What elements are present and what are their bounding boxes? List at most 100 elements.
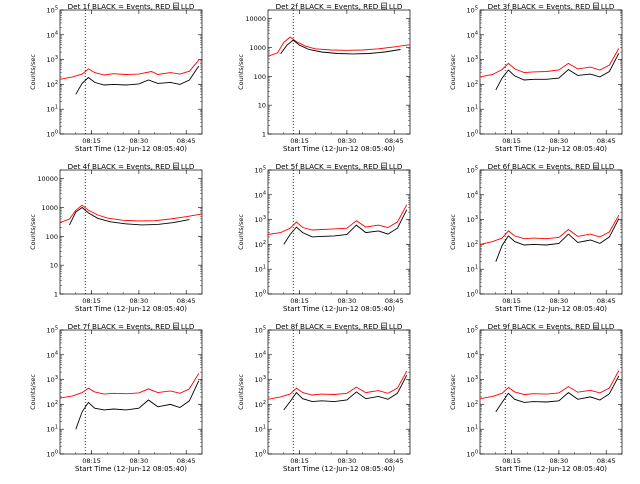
title-marker-box bbox=[173, 322, 179, 330]
y-tick-label: 102 bbox=[255, 400, 266, 409]
x-axis-label: Start Time (12-Jun-12 08:05:40) bbox=[495, 305, 607, 313]
y-tick-label: 105 bbox=[47, 6, 58, 15]
y-axis-label: Counts/sec bbox=[237, 374, 245, 410]
y-tick-label: 104 bbox=[467, 350, 478, 359]
x-axis-label: Start Time (12-Jun-12 08:05:40) bbox=[283, 305, 395, 313]
plot-frame bbox=[267, 329, 411, 455]
x-tick-label: 08:15 bbox=[290, 457, 309, 465]
y-tick-label: 105 bbox=[467, 166, 478, 175]
y-tick-label: 103 bbox=[255, 375, 266, 384]
plot-frame bbox=[479, 329, 623, 455]
x-axis-label: Start Time (12-Jun-12 08:05:40) bbox=[495, 465, 607, 473]
chart-panel-7: Det 7f BLACK = Events, RED = LLD 100 101 10… bbox=[29, 322, 203, 473]
chart-panel-5: Det 5f BLACK = Events, RED = LLD 100 101 10… bbox=[237, 162, 411, 313]
x-tick-label: 08:15 bbox=[82, 457, 101, 465]
y-tick-label: 105 bbox=[47, 326, 58, 335]
title-marker-box bbox=[593, 322, 599, 330]
series-line-black bbox=[69, 206, 190, 226]
title-marker-box bbox=[593, 162, 599, 170]
series-line-black bbox=[495, 375, 620, 413]
y-tick-label: 1 bbox=[262, 131, 266, 139]
series-line-black bbox=[283, 374, 408, 411]
x-tick-label: 08:15 bbox=[502, 137, 521, 145]
series-line-red bbox=[479, 214, 620, 245]
y-tick-label: 105 bbox=[255, 326, 266, 335]
y-axis-label: Counts/sec bbox=[29, 374, 37, 410]
chart-title: Det 2f BLACK = Events, RED = LLD bbox=[276, 2, 403, 11]
x-tick-label: 08:15 bbox=[290, 297, 309, 305]
chart-title: Det 8f BLACK = Events, RED = LLD bbox=[276, 322, 403, 331]
y-tick-label: 10000 bbox=[37, 175, 58, 183]
chart-title: Det 3f BLACK = Events, RED = LLD bbox=[488, 2, 615, 11]
x-tick-label: 08:30 bbox=[130, 457, 149, 465]
y-tick-label: 104 bbox=[47, 350, 58, 359]
chart-panel-8: Det 8f BLACK = Events, RED = LLD 100 101 10… bbox=[237, 322, 411, 473]
x-tick-label: 08:30 bbox=[550, 457, 569, 465]
x-axis-label: Start Time (12-Jun-12 08:05:40) bbox=[283, 145, 395, 153]
y-axis-label: Counts/sec bbox=[29, 54, 37, 90]
y-axis-label: Counts/sec bbox=[449, 214, 457, 250]
y-tick-label: 1 bbox=[54, 291, 58, 299]
x-tick-label: 08:30 bbox=[338, 457, 357, 465]
y-tick-label: 103 bbox=[467, 215, 478, 224]
x-tick-label: 08:15 bbox=[502, 457, 521, 465]
x-tick-label: 08:15 bbox=[82, 297, 101, 305]
x-tick-label: 08:45 bbox=[597, 297, 616, 305]
y-axis-label: Counts/sec bbox=[449, 374, 457, 410]
chart-panel-1: Det 1f BLACK = Events, RED = LLD 100 101 10… bbox=[29, 2, 203, 153]
y-tick-label: 102 bbox=[47, 400, 58, 409]
x-tick-label: 08:30 bbox=[550, 297, 569, 305]
chart-panel-3: Det 3f BLACK = Events, RED = LLD 100 101 10… bbox=[449, 2, 623, 153]
y-tick-label: 105 bbox=[467, 6, 478, 15]
x-axis-label: Start Time (12-Jun-12 08:05:40) bbox=[75, 305, 187, 313]
y-tick-label: 104 bbox=[255, 190, 266, 199]
plot-frame bbox=[479, 169, 623, 295]
y-tick-label: 101 bbox=[467, 265, 478, 274]
y-tick-label: 10000 bbox=[245, 15, 266, 23]
chart-panel-4: Det 4f BLACK = Events, RED = LLD 1 10 100 10… bbox=[29, 162, 203, 313]
plot-frame bbox=[479, 9, 623, 135]
series-line-black bbox=[280, 39, 401, 55]
y-tick-label: 101 bbox=[255, 425, 266, 434]
series-line-red bbox=[479, 48, 620, 78]
series-line-red bbox=[479, 370, 620, 400]
x-tick-label: 08:30 bbox=[130, 137, 149, 145]
x-tick-label: 08:15 bbox=[290, 137, 309, 145]
y-axis-label: Counts/sec bbox=[237, 54, 245, 90]
series-line-red bbox=[59, 373, 200, 399]
series-line-black bbox=[75, 65, 200, 95]
title-marker-box bbox=[173, 2, 179, 10]
y-tick-label: 101 bbox=[47, 425, 58, 434]
x-tick-label: 08:45 bbox=[385, 297, 404, 305]
series-line-red bbox=[267, 204, 408, 235]
chart-title: Det 4f BLACK = Events, RED = LLD bbox=[68, 162, 195, 171]
y-tick-label: 102 bbox=[255, 240, 266, 249]
y-tick-label: 105 bbox=[255, 166, 266, 175]
y-tick-label: 100 bbox=[47, 130, 58, 139]
title-marker-box bbox=[593, 2, 599, 10]
y-tick-label: 100 bbox=[467, 450, 478, 459]
y-tick-label: 103 bbox=[47, 55, 58, 64]
y-tick-label: 100 bbox=[254, 73, 266, 81]
y-tick-label: 1000 bbox=[249, 44, 266, 52]
y-tick-label: 104 bbox=[467, 30, 478, 39]
series-line-red bbox=[267, 370, 408, 400]
y-axis-label: Counts/sec bbox=[29, 214, 37, 250]
y-tick-label: 102 bbox=[467, 240, 478, 249]
x-axis-label: Start Time (12-Jun-12 08:05:40) bbox=[495, 145, 607, 153]
y-tick-label: 105 bbox=[467, 326, 478, 335]
x-tick-label: 08:45 bbox=[597, 137, 616, 145]
y-tick-label: 102 bbox=[47, 80, 58, 89]
chart-panel-6: Det 6f BLACK = Events, RED = LLD 100 101 10… bbox=[449, 162, 623, 313]
chart-title: Det 1f BLACK = Events, RED = LLD bbox=[68, 2, 195, 11]
y-tick-label: 100 bbox=[467, 290, 478, 299]
y-tick-label: 104 bbox=[467, 190, 478, 199]
x-tick-label: 08:45 bbox=[385, 137, 404, 145]
x-tick-label: 08:45 bbox=[177, 457, 196, 465]
series-line-red bbox=[59, 59, 200, 80]
x-tick-label: 08:30 bbox=[550, 137, 569, 145]
y-tick-label: 101 bbox=[467, 105, 478, 114]
x-axis-label: Start Time (12-Jun-12 08:05:40) bbox=[283, 465, 395, 473]
x-tick-label: 08:45 bbox=[177, 297, 196, 305]
